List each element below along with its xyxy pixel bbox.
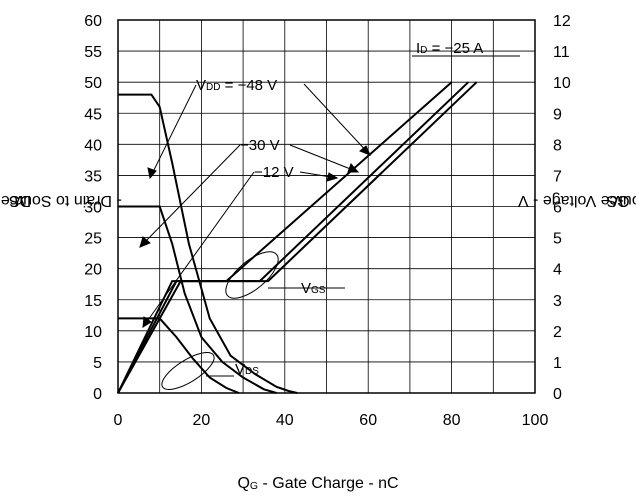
x-tick-label: 0 xyxy=(114,412,123,429)
x-tick-label: 100 xyxy=(522,412,549,429)
x-tick-label: 20 xyxy=(193,412,211,429)
y-left-tick-label: 0 xyxy=(93,386,102,403)
y-right-tick-label: 12 xyxy=(553,13,571,30)
y-left-tick-label: 60 xyxy=(84,13,102,30)
vdd-30-leader-right xyxy=(289,144,359,173)
y-left-tick-label: 30 xyxy=(84,200,102,217)
y-left-tick-label: 55 xyxy=(84,44,102,61)
y-right-tick-label: 8 xyxy=(553,137,562,154)
vdd-12-arrow-left xyxy=(142,316,152,328)
vds-label: VDS xyxy=(235,361,259,378)
y-left-tick-label: 35 xyxy=(84,168,102,185)
y-right-tick-label: 1 xyxy=(553,355,562,372)
vds-curve-vdd30 xyxy=(118,205,277,394)
vdd-48-leader-right xyxy=(303,83,371,156)
vdd-48-arrow-left xyxy=(147,167,157,180)
y-left-tick-label: 15 xyxy=(84,293,102,310)
y-right-tick-label: 4 xyxy=(553,262,562,279)
y-left-tick-label: 10 xyxy=(84,324,102,341)
x-axis-label: QG - Gate Charge - nC xyxy=(237,475,399,492)
y-left-tick-label: 20 xyxy=(84,262,102,279)
vds-ellipse xyxy=(161,352,215,390)
y-right-tick-label: 10 xyxy=(553,75,571,92)
y-right-tick-label: 0 xyxy=(553,386,562,403)
y-right-tick-label: 7 xyxy=(553,168,562,185)
y-left-tick-label: 45 xyxy=(84,106,102,123)
x-tick-label: 40 xyxy=(276,412,294,429)
y-right-tick-label: 5 xyxy=(553,231,562,248)
y-left-tick-label: 40 xyxy=(84,137,102,154)
vgs-ellipse xyxy=(225,251,279,299)
vdd-48-label: VDD = −48 V xyxy=(196,77,277,94)
y-left-tick-label: 50 xyxy=(84,75,102,92)
vdd-30-leader-left xyxy=(139,144,241,248)
annotations: ID = −25 A VDD = −48 V −30 V −12 V VGS V… xyxy=(196,40,520,378)
plot-frame xyxy=(117,19,536,394)
y-right-tick-label: 3 xyxy=(553,293,562,310)
leader-lines xyxy=(139,83,371,390)
vdd-30-label: −30 V xyxy=(240,137,280,154)
y-right-tick-label: 2 xyxy=(553,324,562,341)
vdd-30-arrow-right xyxy=(347,163,360,173)
vds-curve-vdd48 xyxy=(118,93,298,394)
tick-labels: 0 20 40 60 80 1000510152025303540455055600123… xyxy=(84,13,571,429)
vgs-curve-vdd48 xyxy=(117,81,478,394)
vdd-30-arrow-left xyxy=(139,236,151,248)
vdd-12-label: −12 V xyxy=(254,164,294,181)
vdd-12-leader-left xyxy=(142,171,255,328)
vdd-48-arrow-right xyxy=(359,145,371,156)
vdd-12-arrow-right xyxy=(326,172,339,182)
id-annotation: ID = −25 A xyxy=(416,40,483,57)
x-tick-label: 60 xyxy=(359,412,377,429)
y-right-tick-label: 9 xyxy=(553,106,562,123)
vdd-48-leader-left xyxy=(149,84,197,179)
x-tick-label: 80 xyxy=(443,412,461,429)
curves xyxy=(117,81,478,394)
y-right-tick-label: 11 xyxy=(553,44,570,61)
y-left-tick-label: 25 xyxy=(84,231,102,248)
y-right-tick-label: 6 xyxy=(553,200,562,217)
y-left-tick-label: 5 xyxy=(93,355,102,372)
